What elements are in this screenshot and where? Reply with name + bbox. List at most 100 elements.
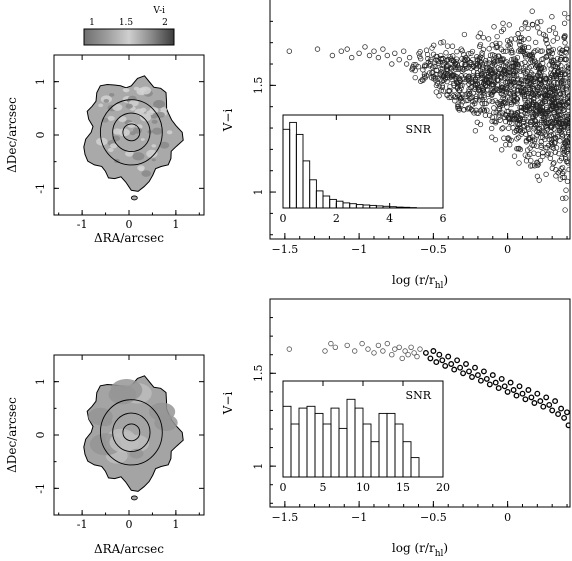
data-point <box>540 150 546 156</box>
map-bottom-ytick-label: 1 <box>34 378 47 385</box>
data-point <box>484 76 490 83</box>
data-point <box>524 112 530 118</box>
data-point <box>534 19 541 25</box>
scatter-bottom-inset-xtick-label: 10 <box>356 481 370 494</box>
data-point <box>563 187 569 193</box>
data-point <box>411 62 417 68</box>
data-point <box>565 107 570 113</box>
data-point <box>528 394 535 401</box>
scatter-top-xtick-label: −1 <box>351 243 367 256</box>
map-bottom-ytick-label: -1 <box>34 483 47 494</box>
data-point <box>559 47 565 54</box>
data-point <box>519 44 526 51</box>
data-point <box>532 90 539 96</box>
data-point <box>419 77 425 83</box>
data-point <box>477 97 483 103</box>
data-point <box>565 422 570 429</box>
data-point <box>562 49 568 55</box>
data-point <box>433 359 440 366</box>
map-bottom-xlabel: ΔRA/arcsec <box>94 542 164 556</box>
map-texture-patch <box>125 103 133 109</box>
scatter-bottom-ylabel: V−i <box>221 392 235 416</box>
data-point <box>510 91 517 97</box>
data-point <box>551 96 557 102</box>
data-point <box>460 370 467 377</box>
data-point <box>518 108 524 114</box>
data-point <box>496 53 502 59</box>
data-point <box>495 385 502 392</box>
scatter-bottom-inset-xtick-label: 0 <box>280 481 287 494</box>
data-point <box>490 60 496 66</box>
data-point <box>508 50 514 56</box>
data-point <box>409 66 415 73</box>
data-point <box>532 48 538 54</box>
data-point <box>563 45 570 51</box>
colorbar-tick-1p5: 1.5 <box>119 18 134 28</box>
data-point <box>506 39 513 45</box>
scatter-top-xtick-label: −0.5 <box>420 243 447 256</box>
data-point <box>537 99 543 106</box>
data-point <box>448 73 454 79</box>
data-point <box>396 57 402 63</box>
data-point <box>502 112 508 118</box>
data-point <box>561 34 567 40</box>
data-point <box>493 40 499 46</box>
data-point <box>505 108 512 115</box>
histogram-bar <box>410 457 420 478</box>
data-point <box>540 403 547 410</box>
data-point <box>438 66 444 72</box>
data-point <box>483 65 490 72</box>
map-top-ytick-label: -1 <box>34 183 47 194</box>
data-point <box>525 25 531 32</box>
data-point <box>502 75 508 81</box>
data-point <box>489 52 496 58</box>
map-top-island <box>130 195 138 201</box>
data-point <box>439 84 445 91</box>
data-point <box>557 74 564 80</box>
data-point <box>417 346 423 352</box>
data-point <box>455 103 462 110</box>
data-point <box>432 77 439 83</box>
data-point <box>518 48 525 54</box>
data-point <box>411 350 417 356</box>
data-point <box>475 110 481 116</box>
map-texture-patch <box>149 402 176 421</box>
data-point <box>533 39 539 46</box>
data-point <box>477 377 484 384</box>
data-point <box>519 26 525 32</box>
map-top-contour-2 <box>112 112 151 153</box>
data-point <box>565 160 570 166</box>
data-point <box>476 63 482 69</box>
data-point <box>468 50 474 57</box>
data-point <box>523 64 529 70</box>
map-texture-patch <box>160 107 167 112</box>
data-point <box>522 70 529 76</box>
data-point <box>543 111 549 118</box>
data-point <box>560 150 566 156</box>
data-point <box>564 178 570 185</box>
data-point <box>465 64 471 71</box>
scatter-top-xlabel: log (r/rhl) <box>392 273 448 291</box>
data-point <box>489 125 495 132</box>
data-point <box>469 374 475 380</box>
data-point <box>491 59 497 65</box>
data-point <box>536 70 542 76</box>
data-point <box>499 91 505 97</box>
data-point <box>472 364 478 371</box>
data-point <box>430 348 437 354</box>
data-point <box>359 340 365 347</box>
map-texture-patch <box>122 88 128 92</box>
data-point <box>469 79 475 85</box>
data-point <box>545 93 551 99</box>
data-point <box>512 36 518 42</box>
data-point <box>561 20 568 26</box>
data-point <box>449 43 456 49</box>
data-point <box>529 118 535 124</box>
data-point <box>495 65 501 71</box>
data-point <box>513 392 520 399</box>
data-point <box>478 75 485 82</box>
map-top-xtick-label: 0 <box>126 218 133 231</box>
scatter-plot-top: −1.5 −1 −0.5 0 1 1.5 V−i log (r/rhl) 0 2 4 6 SNR <box>221 0 571 291</box>
data-point <box>445 353 452 360</box>
